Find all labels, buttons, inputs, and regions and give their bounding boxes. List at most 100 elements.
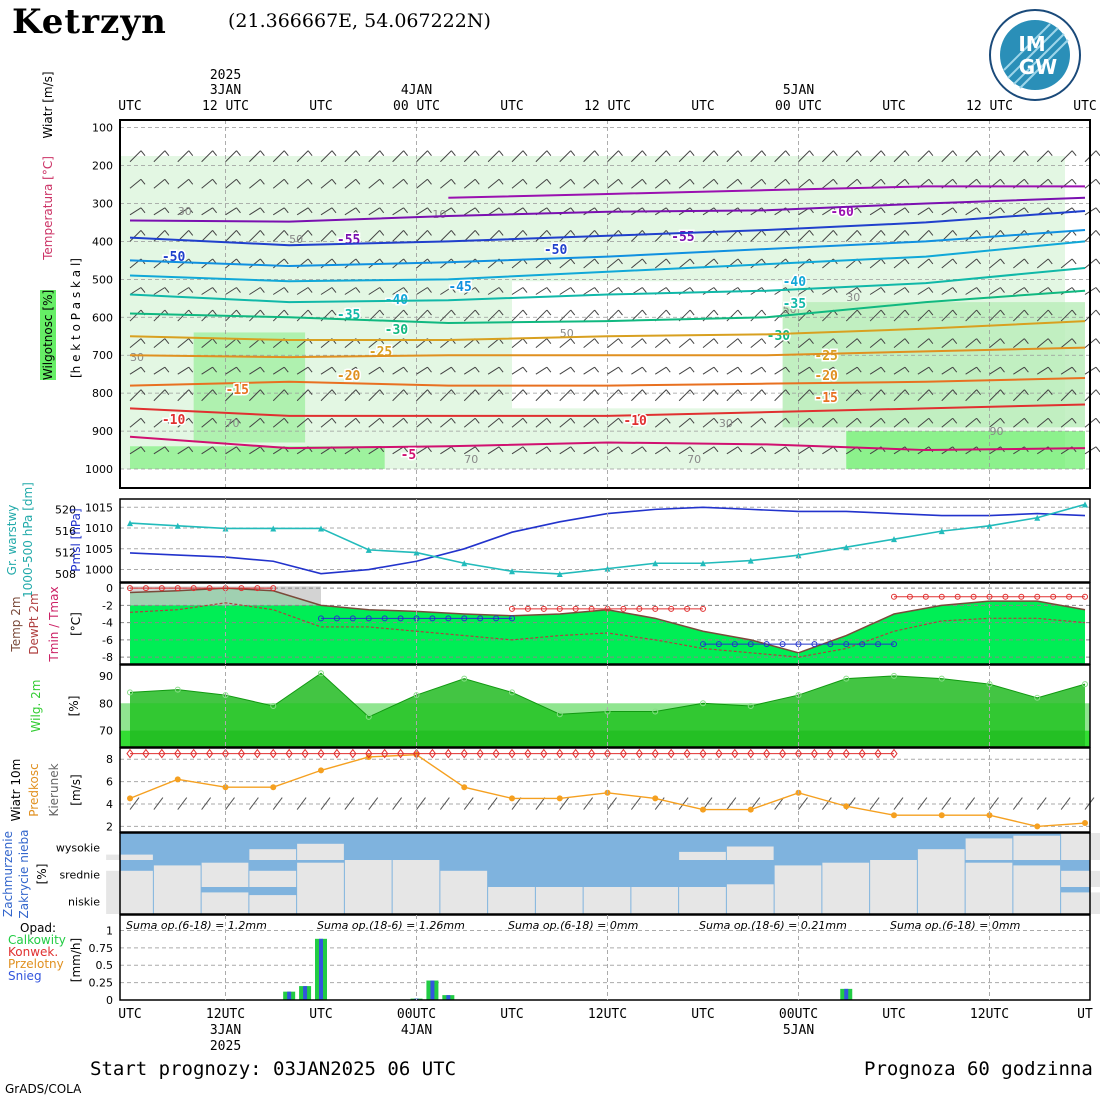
wind-barb-flag [498, 287, 504, 293]
wind-barb [845, 389, 858, 402]
cloud-bar-niskie [297, 887, 344, 914]
wind-barb [392, 287, 404, 295]
isotherm-label: -20 [337, 369, 361, 384]
wind-barb [368, 366, 381, 375]
wind-barb-flag [450, 309, 456, 316]
wind-barb-flag [809, 338, 814, 344]
thickness-tick: 516 [55, 525, 76, 538]
wind-barb [583, 309, 595, 322]
wind-barb-flag [641, 309, 647, 316]
wind-barb [1060, 207, 1073, 216]
wind-barb-flag [689, 338, 695, 344]
wind-barb-flag [785, 178, 791, 185]
wind-barb-flag [641, 287, 647, 293]
wind-barb-flag [164, 150, 170, 157]
wind-barb [129, 178, 142, 189]
wind-direction-barb [1036, 797, 1047, 810]
wind-barb-flag [856, 417, 862, 424]
gust-marker [603, 748, 612, 759]
wind-barb [129, 287, 142, 295]
wind-barb-flag [403, 366, 409, 373]
wind-speed-marker [318, 767, 324, 774]
wind-barb-flag [427, 150, 432, 157]
wind-barb [487, 446, 500, 455]
wind-barb-flag [236, 287, 241, 293]
wind-barb [917, 366, 930, 375]
gust-marker [556, 748, 564, 759]
gust-marker [285, 748, 293, 759]
y-tick-label: 300 [92, 197, 113, 210]
wind-barb-flag [522, 230, 528, 236]
precip-panel-frame [119, 914, 1091, 1001]
precip-legend-2: Konwek. [8, 945, 58, 959]
wind-barb-flag [928, 366, 934, 373]
x-bottom-label: UTC [309, 1007, 332, 1022]
side-label-sky-cover: Zakrycie nieba [17, 830, 31, 919]
wind-barb-flag [498, 389, 504, 396]
wind-barb [750, 178, 763, 189]
cloud-bar-wysokie [1013, 835, 1061, 860]
logo-text-bottom: GW [1019, 55, 1057, 79]
wind-barb [583, 366, 595, 375]
wind-barb-flag [1023, 338, 1029, 344]
tmax-marker [509, 605, 515, 612]
wind-barb-flag [856, 178, 862, 185]
wind-barb-flag [1047, 366, 1053, 373]
precip-bar-snow [287, 991, 292, 1000]
wind-barb-flag [713, 389, 719, 396]
wind-barb-flag [331, 230, 337, 236]
wind-barb [129, 338, 142, 349]
tmax-marker [970, 593, 977, 600]
side-label-thickness-unit: 1000-500 hPa [dm] [21, 482, 35, 598]
cloud-bar-wysokie [106, 854, 153, 860]
wind-barb-flag [952, 338, 958, 344]
wind-barb-flag [689, 178, 695, 185]
gust-marker [412, 748, 421, 759]
wind-speed-marker [843, 803, 850, 810]
side-label-pmsl: Pmsl [hPa] [69, 508, 83, 571]
wind-barb [249, 207, 261, 216]
wind-barb-flag [1047, 417, 1053, 424]
wind-barb-flag [976, 207, 982, 214]
side-label-wind: Wiatr [m/s] [41, 71, 55, 138]
side-label-cloud-unit: [%] [35, 864, 49, 885]
wind-barb-flag [761, 366, 767, 373]
wind-barb-flag [212, 417, 218, 424]
wind-direction-barb [225, 797, 235, 810]
wind-barb-flag [522, 366, 528, 373]
wind-barb-flag [594, 338, 600, 344]
x-top-label: 12 UTC [202, 99, 249, 114]
wind-barb [798, 417, 810, 428]
wind-barb-flag [641, 417, 647, 424]
wind-barb [845, 230, 858, 242]
wind-barb-flag [928, 258, 934, 265]
wind-barb-flag [164, 366, 170, 373]
wind-barb [774, 150, 786, 163]
wind-barb [177, 389, 190, 402]
wind-barb-flag [904, 150, 910, 157]
wind-barb [392, 389, 404, 402]
tmax-marker [556, 605, 563, 612]
wind-barb-flag [1071, 178, 1077, 185]
wind-barb [583, 150, 595, 163]
wind-barb [463, 230, 476, 242]
y-tick-label: 400 [92, 235, 113, 248]
gust-marker [858, 748, 866, 759]
wind-barb-flag [809, 230, 814, 236]
wind-barb-flag [474, 150, 480, 157]
cloud-bar-niskie [726, 887, 774, 914]
wind-barb-flag [689, 150, 695, 157]
wind-barb [225, 389, 237, 402]
rh-marker [365, 713, 372, 720]
x-top-label: UTC [691, 99, 714, 114]
tmin-marker [859, 641, 866, 648]
isotherm-label: -25 [814, 349, 837, 364]
wind-barb [463, 178, 476, 189]
wind-barb [631, 417, 643, 428]
cloud-bar-wysokie [249, 849, 297, 860]
tmax-marker [684, 605, 691, 612]
wind-barb [917, 417, 930, 428]
wind-barb [511, 178, 524, 189]
wind-barb-flag [307, 207, 313, 214]
wind-barb [989, 150, 1001, 163]
